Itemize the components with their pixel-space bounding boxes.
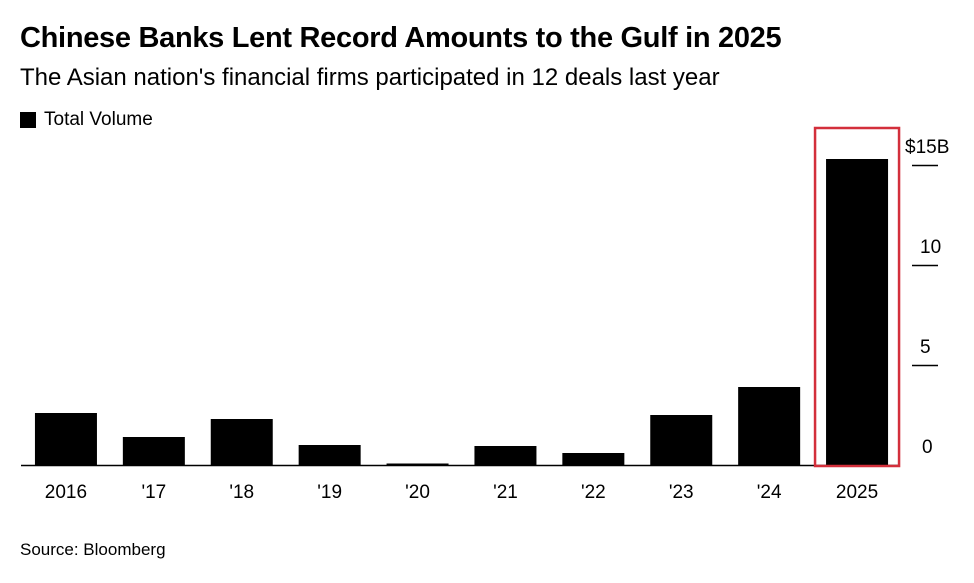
bar-22 (562, 453, 625, 465)
y-tick-label: 5 (920, 337, 931, 358)
bar-2016 (34, 413, 97, 465)
highlight-box (813, 126, 901, 468)
x-tick-label: 2025 (836, 482, 878, 503)
legend-swatch (20, 112, 36, 128)
bar-20 (386, 463, 449, 465)
x-tick-label: '24 (757, 482, 782, 503)
bar-18 (210, 419, 273, 465)
bar-21 (474, 446, 537, 465)
x-tick-label: '19 (317, 482, 342, 503)
bar-17 (122, 437, 185, 465)
bar-23 (650, 415, 713, 465)
chart-subtitle: The Asian nation's financial firms parti… (20, 64, 720, 91)
x-tick-label: '18 (229, 482, 254, 503)
legend-label: Total Volume (44, 109, 153, 130)
bar-19 (298, 445, 361, 465)
x-tick-label: '20 (405, 482, 430, 503)
x-tick-label: '22 (581, 482, 606, 503)
bar-24 (738, 387, 801, 465)
y-tick-label: 0 (922, 437, 933, 458)
chart-title: Chinese Banks Lent Record Amounts to the… (20, 22, 782, 54)
y-tick-label: 10 (920, 237, 941, 258)
x-tick-label: '23 (669, 482, 694, 503)
x-tick-label: 2016 (45, 482, 87, 503)
x-tick-label: '17 (141, 482, 166, 503)
y-tick-label: $15B (905, 137, 949, 158)
x-tick-label: '21 (493, 482, 518, 503)
source-note: Source: Bloomberg (20, 540, 166, 559)
bar-2025 (826, 159, 889, 465)
legend: Total Volume (20, 109, 153, 131)
